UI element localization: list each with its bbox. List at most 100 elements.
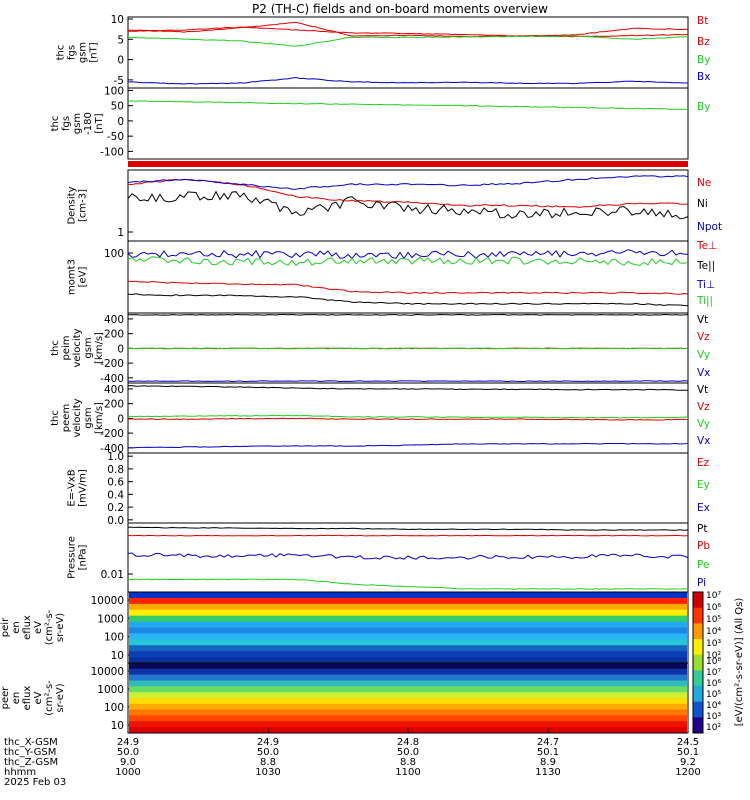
colorbar: 10⁷10⁶10⁵10⁴10³10²10⁸10⁷10⁶10⁵10⁴10³10²[… <box>692 591 745 734</box>
y-axis-label: E=-VxB[mV/m] <box>67 469 89 507</box>
panel-peem_velocity: thcpeemvelocitygsm[km/s] 400 200 0 -200 -400 V… <box>50 382 710 455</box>
colorbar-tick: 10⁸ <box>706 657 721 667</box>
panel-density: Density[cm-3] 1 Ne Ni Npot <box>67 169 722 242</box>
legend-vz1: Vz <box>697 331 710 343</box>
x-tick-label-hhmm: 1100 <box>395 767 420 778</box>
panel-frame <box>127 87 689 160</box>
y-tick-label: 10 <box>111 720 124 732</box>
colorbar-tick: 10⁵ <box>706 690 721 700</box>
legend-vx2: Vx <box>697 435 710 447</box>
legend-vy1: Vy <box>697 349 710 361</box>
y-axis-label: thcfgsgsm-180[nT] <box>50 112 105 135</box>
series-line-tepar <box>127 293 689 307</box>
y-tick-label: 0.2 <box>107 502 124 514</box>
colorbar-tick: 10⁴ <box>706 627 721 637</box>
colorbar-tick: 10⁵ <box>706 615 721 625</box>
panel-peir: thcpeirenefluxeV(cm²-s-sr-eV) 10000 1000 10… <box>0 591 689 664</box>
legend-tipar: Ti|| <box>696 295 713 307</box>
x-row-label: thc_Y-GSM <box>4 747 56 758</box>
colorbar-tick: 10⁶ <box>706 603 721 613</box>
series-line-vt2 <box>127 385 688 391</box>
y-axis-label-line: [cm-3] <box>78 189 89 222</box>
legend-tepar: Te|| <box>696 260 715 272</box>
y-axis-label: Density[cm-3] <box>67 186 89 224</box>
legend-teperp: Te⊥ <box>696 240 717 252</box>
x-tick-label-x: 24.9 <box>257 737 279 748</box>
y-axis-label-line: [mV/m] <box>78 469 89 507</box>
colorbar-tick: 10² <box>706 723 721 733</box>
legend-tiperp: Ti⊥ <box>696 279 715 291</box>
spectrogram-band <box>129 651 687 658</box>
spectrogram-band <box>129 709 687 716</box>
x-tick-label-z: 9.0 <box>120 757 136 768</box>
y-tick-label: -400 <box>100 443 124 455</box>
spectrogram-band <box>129 621 687 628</box>
y-axis-label-line: (cm²-s- <box>44 609 55 645</box>
panel-moments: momt3[eV] 100 Te⊥ Te|| Ti⊥ Ti|| <box>67 240 717 314</box>
colorbar-step <box>693 654 703 671</box>
legend-vz2: Vz <box>697 401 710 413</box>
series-line-teperp <box>127 280 689 295</box>
y-axis-label: thcpeerenefluxeV(cm²-s-sr-eV) <box>0 680 66 716</box>
series-line-vx2 <box>127 442 689 449</box>
y-axis-label: thcpeemvelocitygsm[km/s] <box>50 398 105 437</box>
spectrogram-band <box>129 680 687 687</box>
y-axis-label: thcpeimvelocitygsm[km/s] <box>50 328 105 367</box>
x-tick-label-hhmm: 1200 <box>675 767 700 778</box>
y-axis-label-line: eV <box>33 621 44 634</box>
x-tick-label-hhmm: 1030 <box>255 767 280 778</box>
spectrogram-band <box>129 603 687 611</box>
series-line-vz2 <box>127 417 689 421</box>
spectrogram-band <box>129 721 687 728</box>
x-tick-label-y: 50.0 <box>117 747 139 758</box>
legend-ni: Ni <box>697 198 708 210</box>
y-tick-label: 1 <box>117 227 124 239</box>
colorbar-tick: 10³ <box>706 639 721 649</box>
colorbar-tick: 10⁷ <box>706 668 721 678</box>
y-tick-label: 5 <box>117 34 124 46</box>
y-axis-label-line: gsm <box>83 407 94 428</box>
y-tick-label: 0.8 <box>107 464 124 476</box>
y-axis-label-line: Pressure <box>67 536 78 579</box>
y-axis-label-line: gsm <box>78 42 89 63</box>
x-tick-label-x: 24.5 <box>677 737 699 748</box>
y-axis-label-line: [km/s] <box>94 402 105 434</box>
spectrogram-band <box>129 592 687 599</box>
legend-ez: Ez <box>697 457 710 469</box>
colorbar-step <box>693 717 703 734</box>
y-tick-label: 10 <box>111 14 124 26</box>
y-axis-label-line: en <box>11 621 22 634</box>
spectrogram-band <box>129 686 687 693</box>
y-axis-label-line: eflux <box>22 686 33 711</box>
spectrogram-band <box>129 668 687 676</box>
y-tick-label: 100 <box>104 85 124 97</box>
y-axis-label-line: fgs <box>67 45 78 60</box>
legend-pt: Pt <box>697 523 707 535</box>
x-tick-label-z: 8.9 <box>540 757 556 768</box>
x-tick-label-x: 24.8 <box>397 737 419 748</box>
colorbar-tick: 10² <box>706 651 721 661</box>
series-line-by2 <box>127 100 689 111</box>
y-tick-label: 50 <box>111 101 124 113</box>
legend-bt: Bt <box>697 15 708 27</box>
y-tick-label: 400 <box>104 314 124 326</box>
x-row-label: 2025 Feb 03 <box>4 777 66 788</box>
y-axis-label-line: thc <box>50 116 61 132</box>
legend-pb: Pb <box>697 540 710 552</box>
legend-pi: Pi <box>697 577 706 589</box>
y-axis-label-line: thc <box>50 410 61 426</box>
y-axis-label-line: (cm²-s- <box>44 680 55 716</box>
y-axis-label-line: en <box>11 692 22 705</box>
legend-npot: Npot <box>697 221 722 233</box>
y-axis-label-line: [nPa] <box>78 544 89 570</box>
y-tick-label: 0.6 <box>107 477 124 489</box>
y-axis-label-line: peir <box>0 617 11 637</box>
y-tick-label: 100 <box>104 632 124 644</box>
x-tick-label-y: 50.0 <box>397 747 419 758</box>
x-tick-label-y: 50.1 <box>537 747 559 758</box>
y-axis-label-line: gsm <box>83 337 94 358</box>
y-axis-label-line: thc <box>56 45 67 61</box>
y-tick-label: 1.0 <box>107 451 124 463</box>
spectrogram-band <box>129 657 687 664</box>
y-axis-label-line: [km/s] <box>94 332 105 364</box>
